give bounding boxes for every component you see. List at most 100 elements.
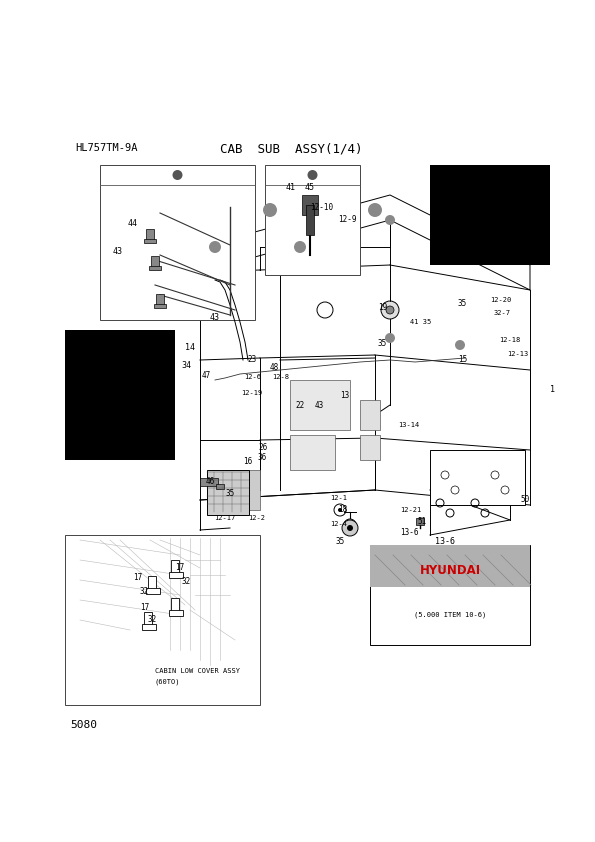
Text: 17: 17: [175, 563, 184, 573]
Text: 36: 36: [258, 452, 267, 461]
Text: 32-7: 32-7: [494, 310, 511, 316]
Text: 22: 22: [295, 402, 304, 411]
Text: 35: 35: [336, 537, 345, 546]
Text: 12-19: 12-19: [241, 390, 262, 396]
Text: 12-2: 12-2: [248, 515, 265, 521]
Bar: [302, 195, 318, 215]
Text: 12-8: 12-8: [272, 374, 289, 380]
Bar: [430, 165, 550, 265]
Bar: [148, 576, 156, 590]
Text: 35: 35: [457, 299, 466, 307]
Text: 12-9: 12-9: [338, 216, 356, 225]
Text: 12-21: 12-21: [400, 507, 421, 513]
Text: 44: 44: [128, 220, 138, 228]
Text: 15: 15: [458, 355, 467, 365]
Bar: [100, 165, 255, 320]
Bar: [169, 610, 183, 616]
Text: 13: 13: [340, 391, 349, 399]
Bar: [200, 478, 218, 486]
Bar: [416, 518, 424, 525]
Bar: [146, 229, 154, 241]
Bar: [360, 435, 380, 460]
Text: 5080: 5080: [70, 720, 97, 730]
Circle shape: [294, 241, 306, 253]
Circle shape: [475, 252, 485, 262]
Text: 41 35: 41 35: [410, 319, 431, 325]
Circle shape: [173, 170, 183, 180]
Text: 17: 17: [133, 573, 142, 583]
Text: 13-14: 13-14: [398, 422, 419, 428]
Text: 12-17: 12-17: [214, 515, 235, 521]
Text: 32: 32: [181, 577, 190, 585]
Circle shape: [347, 525, 353, 531]
Text: HYUNDAI: HYUNDAI: [419, 563, 481, 577]
Circle shape: [386, 306, 394, 314]
Text: 26: 26: [258, 444, 267, 452]
Text: 32: 32: [140, 587, 149, 595]
Bar: [156, 294, 164, 306]
Text: 23: 23: [247, 355, 256, 365]
Circle shape: [342, 520, 358, 536]
Text: 43: 43: [113, 248, 123, 257]
Circle shape: [385, 333, 395, 343]
Text: 35: 35: [225, 488, 234, 498]
Text: 34: 34: [181, 360, 191, 370]
Bar: [430, 450, 525, 505]
Text: 12-1: 12-1: [330, 495, 347, 501]
Bar: [306, 205, 314, 235]
Bar: [207, 470, 249, 515]
Text: 32: 32: [147, 616, 156, 625]
Text: 17: 17: [140, 604, 149, 612]
Bar: [142, 624, 156, 630]
Text: 16: 16: [243, 457, 252, 466]
Text: 19: 19: [378, 302, 387, 312]
Bar: [370, 545, 530, 587]
Bar: [144, 239, 156, 243]
Bar: [65, 535, 260, 705]
Bar: [216, 484, 224, 489]
Bar: [265, 165, 360, 275]
Text: 12-4: 12-4: [330, 521, 347, 527]
Text: 12-20: 12-20: [490, 297, 511, 303]
Bar: [370, 545, 530, 645]
Text: 12-6: 12-6: [244, 374, 261, 380]
Bar: [65, 330, 175, 460]
Text: HL757TM-9A: HL757TM-9A: [75, 143, 137, 153]
Bar: [144, 612, 152, 626]
Bar: [290, 380, 350, 430]
Circle shape: [368, 203, 382, 217]
Bar: [225, 470, 260, 510]
Bar: [360, 400, 380, 430]
Circle shape: [491, 471, 499, 479]
Text: 12-10: 12-10: [310, 204, 333, 212]
Bar: [149, 266, 161, 270]
Text: 45: 45: [305, 184, 315, 193]
Circle shape: [348, 523, 352, 527]
Text: 46: 46: [206, 477, 215, 487]
Text: 12-18: 12-18: [499, 337, 520, 343]
Circle shape: [441, 471, 449, 479]
Text: CAB  SUB  ASSY(1/4): CAB SUB ASSY(1/4): [220, 143, 362, 156]
Text: 47: 47: [202, 370, 211, 380]
Text: (5.000 ITEM 10-6): (5.000 ITEM 10-6): [414, 612, 486, 618]
Bar: [154, 304, 166, 308]
Text: 50: 50: [520, 495, 529, 504]
Text: 43: 43: [315, 402, 324, 411]
Circle shape: [338, 508, 342, 512]
Bar: [146, 588, 160, 594]
Text: 14: 14: [185, 343, 195, 351]
Bar: [171, 598, 179, 612]
Circle shape: [451, 486, 459, 494]
Circle shape: [209, 241, 221, 253]
Text: 18: 18: [338, 505, 347, 514]
Circle shape: [263, 203, 277, 217]
Text: 12-13: 12-13: [507, 351, 528, 357]
Circle shape: [381, 301, 399, 319]
Circle shape: [308, 170, 318, 180]
Text: 35: 35: [377, 338, 386, 348]
Bar: [290, 435, 335, 470]
Bar: [151, 256, 159, 268]
Circle shape: [455, 340, 465, 350]
Circle shape: [385, 215, 395, 225]
Text: CABIN LOW COVER ASSY: CABIN LOW COVER ASSY: [155, 668, 240, 674]
